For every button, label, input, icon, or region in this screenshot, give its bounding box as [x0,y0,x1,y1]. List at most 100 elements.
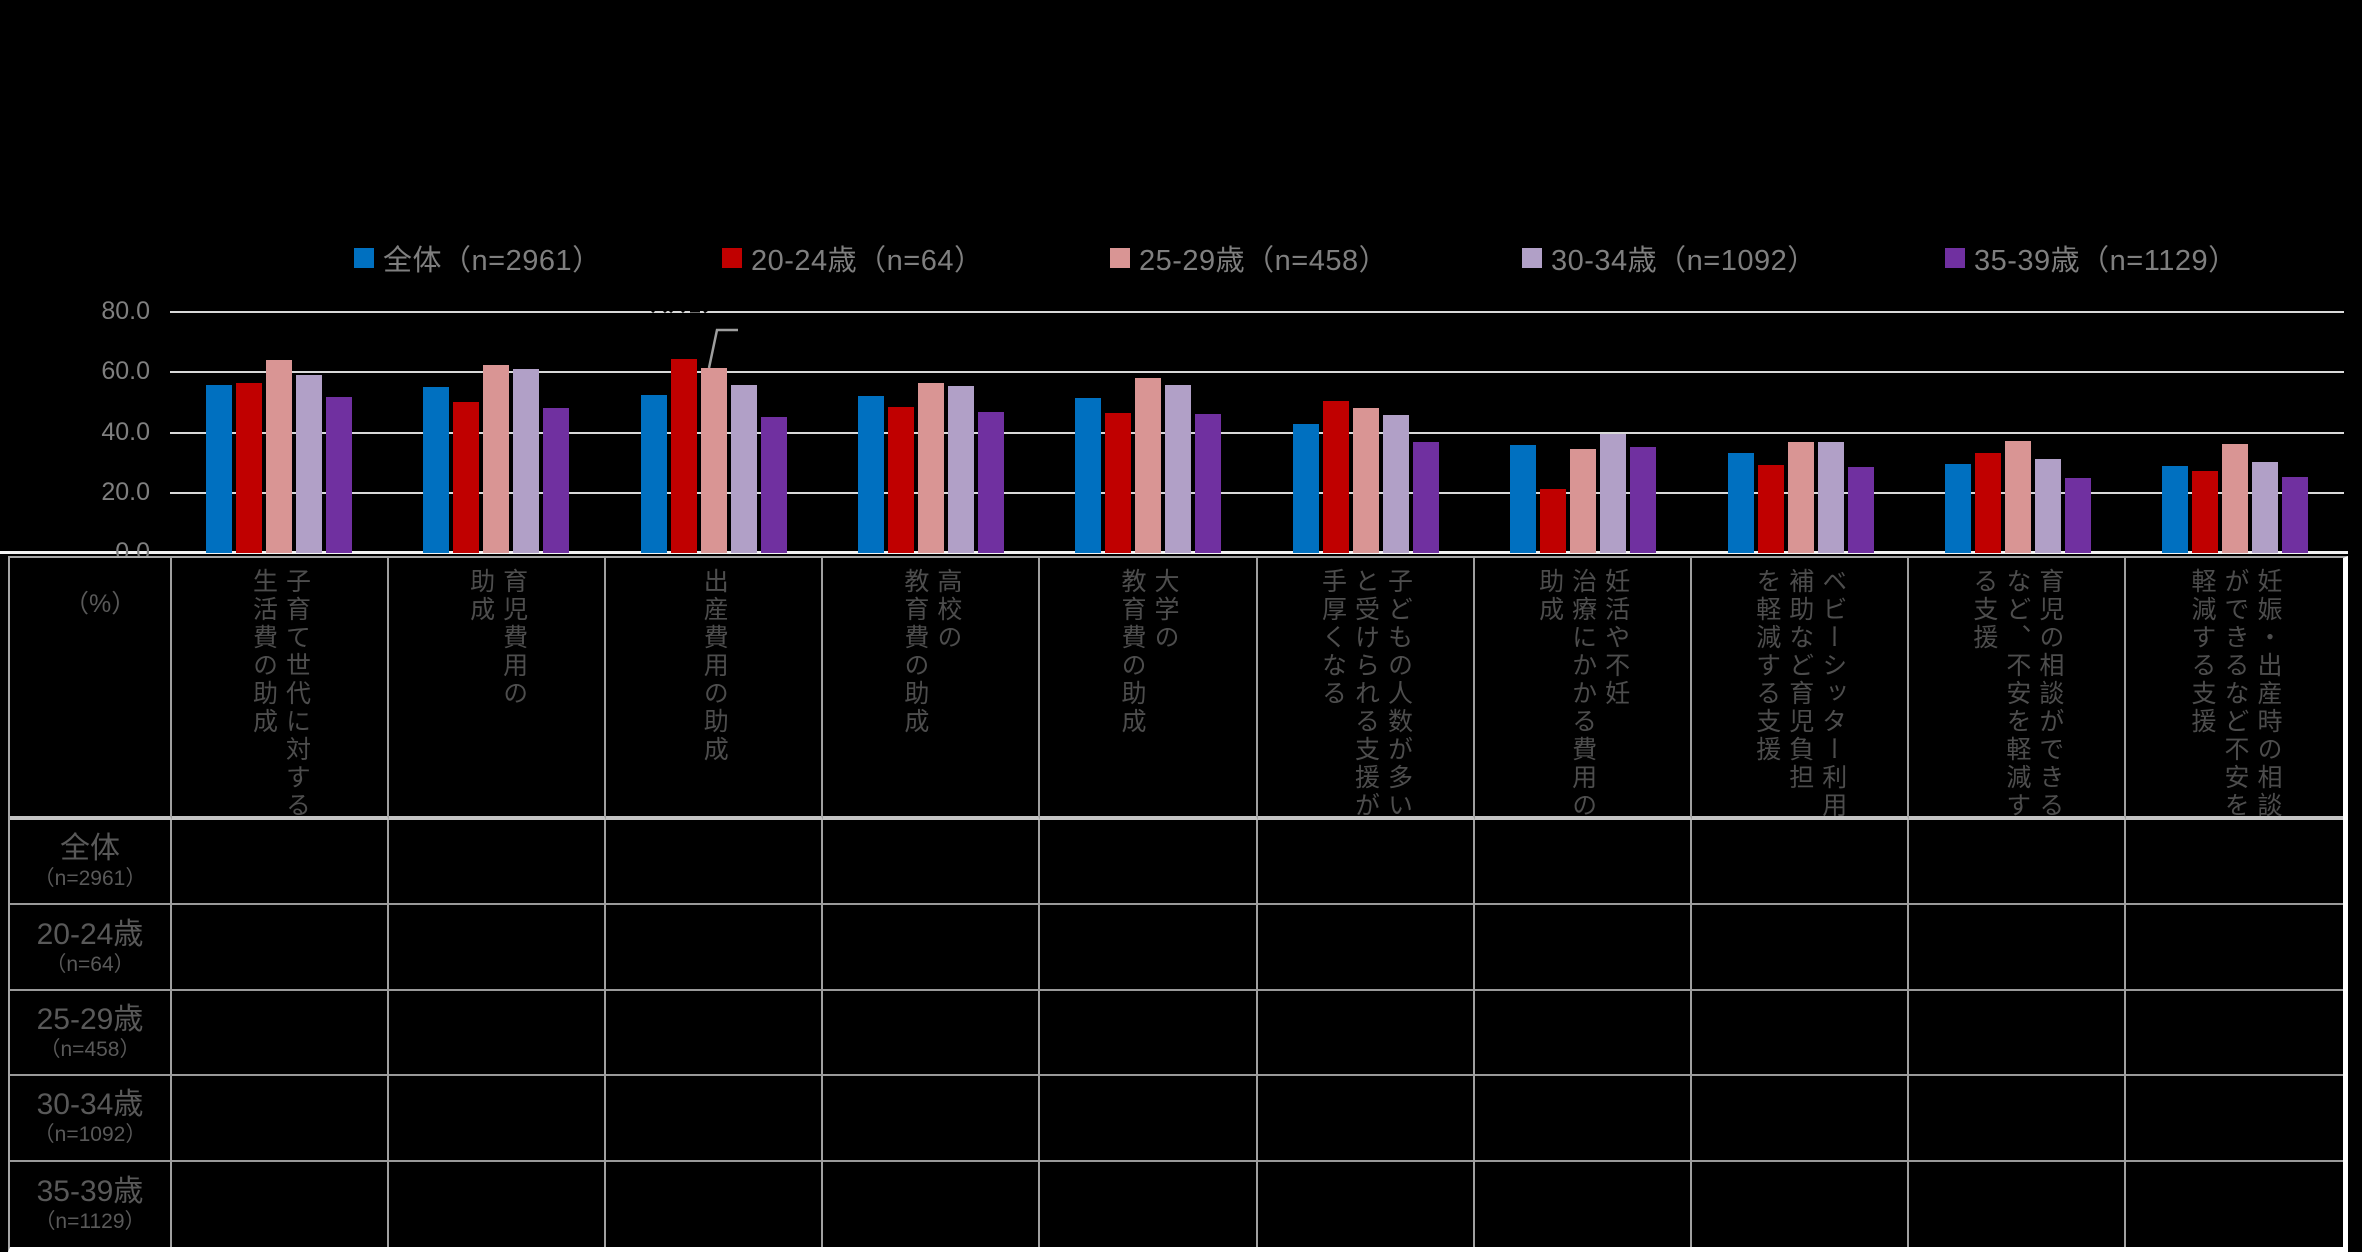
bar [1322,400,1349,553]
bar [640,395,667,553]
bar-groups [170,312,2344,553]
bar [1944,463,1971,553]
table-column-header: ベビーシッター利用 補助など育児負担 を軽減する支援 [1691,558,1909,820]
table-cell [823,990,1041,1077]
data-table: （%） 子育て世代に対する 生活費の助成 育児費用の 助成 出産費用の助成 高校の 教… [8,556,2348,1252]
table-cell [1040,1161,1258,1247]
table-cell [2125,1076,2343,1162]
bar [265,359,292,553]
bar [1510,444,1537,553]
table-column-header: 高校の 教育費の助成 [823,558,1041,820]
y-axis-tick-label: 40.0 [101,417,150,446]
legend-marker [1522,248,1542,268]
table-cell [2125,905,2343,991]
table-column-header: 育児費用の 助成 [389,558,607,820]
bar [1600,434,1627,553]
table-cell [1474,820,1692,906]
legend-marker [1945,248,1965,268]
gridline [170,371,2344,374]
table-cell [1257,820,1475,906]
bar-group [822,312,1039,553]
table-cell [389,1076,607,1162]
bar [1540,489,1567,553]
bar [1787,442,1814,553]
percent-unit-label: （%） [64,590,137,618]
table-cell [1691,1076,1909,1162]
table-cell [2125,820,2343,906]
table-cell [1040,990,1258,1077]
table-cell [389,905,607,991]
bar [295,375,322,553]
legend-item: 全体（n=2961） [354,236,602,280]
bar [1847,466,1874,553]
table-cell [1040,820,1258,906]
legend-item: 20-24歳（n=64） [722,236,984,280]
table-cell [1474,990,1692,1077]
column-header-label: 妊娠・出産時の相談 ができるなど不安を 軽減する支援 [2187,568,2282,820]
row-header-label: 30-34歳 [36,1088,144,1122]
bar [760,416,787,553]
bar [543,407,570,553]
table-column-header: 妊娠・出産時の相談 ができるなど不安を 軽減する支援 [2125,558,2343,820]
row-header-sample-size: （n=64） [45,952,135,976]
table-cell [172,1076,390,1162]
gridline [170,311,2344,313]
table-cell [606,1161,824,1247]
table-cell [823,1076,1041,1162]
bar [483,365,510,553]
table-cell [1691,990,1909,1077]
table-cell [172,820,390,906]
bar [235,383,262,553]
bar [1974,453,2001,553]
bar [887,407,914,553]
table-cell [2126,1162,2343,1247]
table-cell [172,990,390,1077]
table-row-header: 全体 （n=2961） [10,820,172,906]
table-cell [1908,990,2126,1077]
bar [1817,441,1844,553]
bar [1292,423,1319,553]
legend-item: 25-29歳（n=458） [1110,236,1388,280]
bar-group [1474,312,1691,553]
legend-label: 30-34歳（n=1092） [1551,245,1817,277]
table-row-header: 25-29歳 （n=458） [10,990,172,1077]
table-cell [1691,820,1909,906]
table-cell [1257,905,1475,991]
bar [1105,412,1132,553]
y-axis-tick-label: 20.0 [101,477,150,506]
bar [2064,478,2091,553]
legend-item: 30-34歳（n=1092） [1522,236,1817,280]
table-cell [1908,820,2126,906]
table-cell [823,905,1041,991]
legend-item: 35-39歳（n=1129） [1945,236,2238,280]
column-header-label: 妊活や不妊 治療にかかる費用の 助成 [1535,568,1630,820]
bar [670,359,697,553]
bar [325,397,352,553]
bar [2162,466,2189,553]
table-corner-cell: （%） [10,558,172,820]
bar [1757,465,1784,553]
table-cell [172,905,390,991]
table-row-header: 35-39歳 （n=1129） [10,1161,172,1247]
table-cell [1691,905,1909,991]
table-cell [389,990,607,1077]
table-column-header: 子育て世代に対する 生活費の助成 [172,558,390,820]
legend-label: 20-24歳（n=64） [751,245,984,277]
row-header-label: 25-29歳 [36,1002,144,1036]
gridline [170,431,2344,434]
bar [453,402,480,553]
table-cell [1908,905,2126,991]
table-cell [606,820,824,906]
bar [1570,448,1597,553]
bar [2282,476,2309,553]
bar [2222,443,2249,553]
table-cell [172,1161,390,1247]
bar [917,383,944,553]
legend-marker [354,248,374,268]
table-column-header: 子どもの人数が多い と受けられる支援が 手厚くなる [1257,558,1475,820]
bar [947,385,974,553]
bar-group [605,312,822,553]
table-cell [1692,1161,1909,1247]
table-cell [1257,1076,1475,1162]
